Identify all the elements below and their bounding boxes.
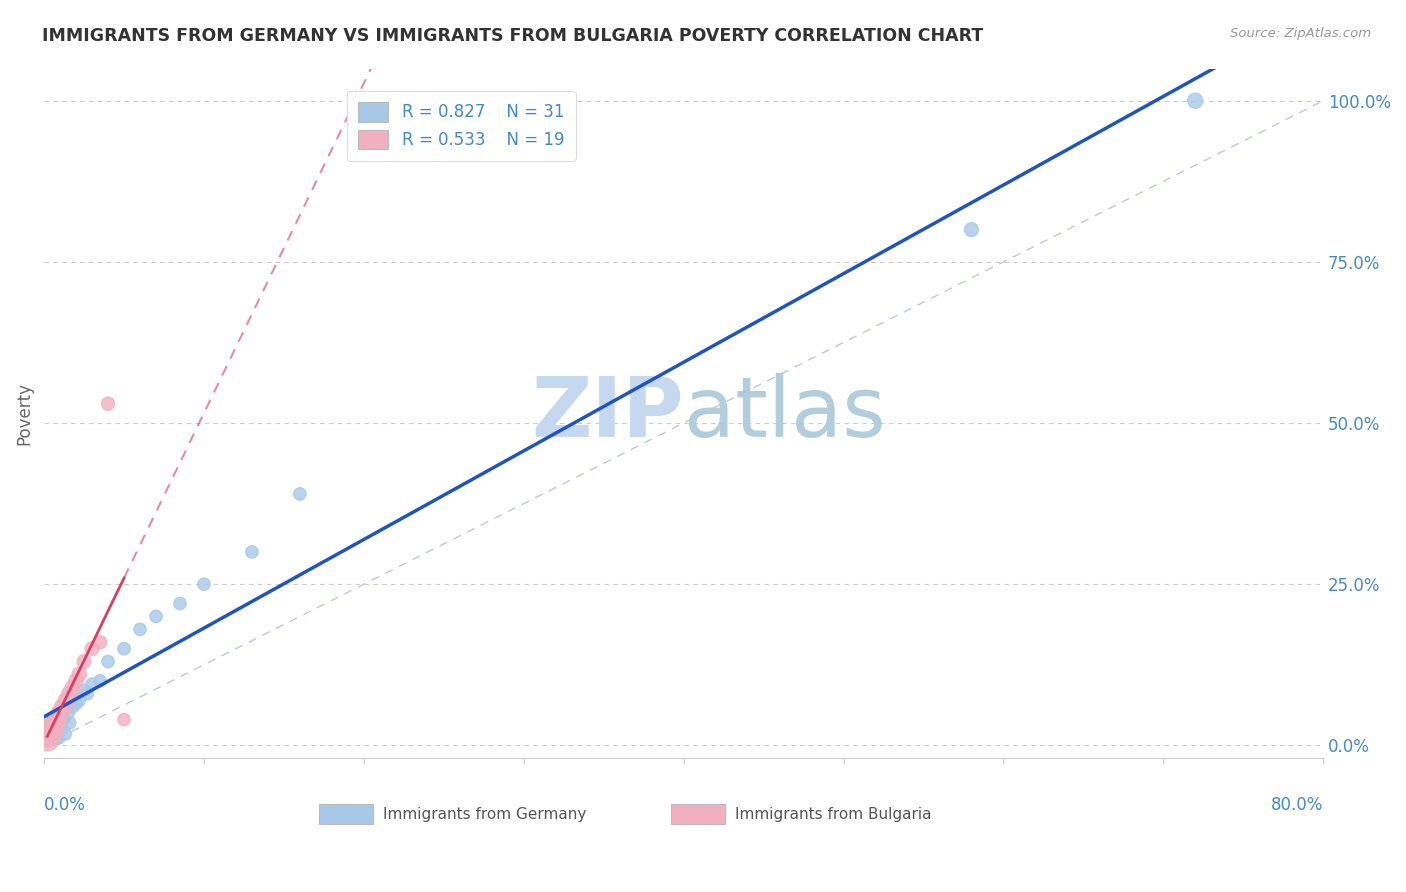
Point [73, 683, 96, 698]
Point [52, 713, 75, 727]
Point [193, 577, 215, 591]
Point [97, 397, 120, 411]
Point [65, 673, 87, 688]
Point [55, 693, 77, 707]
Point [67, 693, 90, 707]
Point [112, 641, 135, 656]
Point [89, 673, 111, 688]
Legend: R = 0.827    N = 31, R = 0.533    N = 19: R = 0.827 N = 31, R = 0.533 N = 19 [347, 91, 576, 161]
Point [1184, 94, 1206, 108]
Point [65, 697, 87, 711]
Point [112, 713, 135, 727]
Point [49, 715, 72, 730]
Point [240, 545, 263, 559]
Text: IMMIGRANTS FROM GERMANY VS IMMIGRANTS FROM BULGARIA POVERTY CORRELATION CHART: IMMIGRANTS FROM GERMANY VS IMMIGRANTS FR… [42, 27, 983, 45]
Point [960, 222, 983, 236]
Point [52, 699, 75, 714]
Point [59, 715, 82, 730]
Point [39, 723, 62, 737]
Point [62, 681, 84, 695]
Point [97, 655, 120, 669]
Point [49, 706, 72, 720]
Point [59, 687, 82, 701]
Text: Source: ZipAtlas.com: Source: ZipAtlas.com [1230, 27, 1371, 40]
Point [145, 609, 167, 624]
Text: ZIP: ZIP [531, 373, 683, 454]
Text: Immigrants from Bulgaria: Immigrants from Bulgaria [735, 806, 931, 822]
Point [38, 729, 60, 743]
Point [38, 723, 60, 737]
Point [37, 725, 59, 739]
Point [41, 719, 63, 733]
Text: Immigrants from Germany: Immigrants from Germany [382, 806, 586, 822]
FancyBboxPatch shape [671, 805, 724, 823]
Point [56, 706, 79, 720]
Point [89, 635, 111, 649]
Point [44, 731, 66, 746]
Point [76, 687, 98, 701]
Point [169, 597, 191, 611]
Point [73, 655, 96, 669]
Point [41, 727, 63, 741]
FancyBboxPatch shape [319, 805, 373, 823]
Y-axis label: Poverty: Poverty [15, 382, 32, 445]
Point [45, 713, 67, 727]
Point [51, 723, 73, 737]
Point [80, 677, 103, 691]
Point [129, 623, 152, 637]
Point [53, 727, 76, 741]
Point [42, 725, 65, 739]
Text: 0.0%: 0.0% [44, 797, 86, 814]
Point [37, 731, 59, 746]
Point [80, 641, 103, 656]
Point [44, 715, 66, 730]
Point [62, 699, 84, 714]
Point [48, 731, 70, 745]
Text: 80.0%: 80.0% [1271, 797, 1323, 814]
Point [42, 724, 65, 739]
Text: atlas: atlas [683, 373, 886, 454]
Point [288, 487, 311, 501]
Point [45, 719, 67, 733]
Point [67, 667, 90, 681]
Point [39, 729, 62, 743]
